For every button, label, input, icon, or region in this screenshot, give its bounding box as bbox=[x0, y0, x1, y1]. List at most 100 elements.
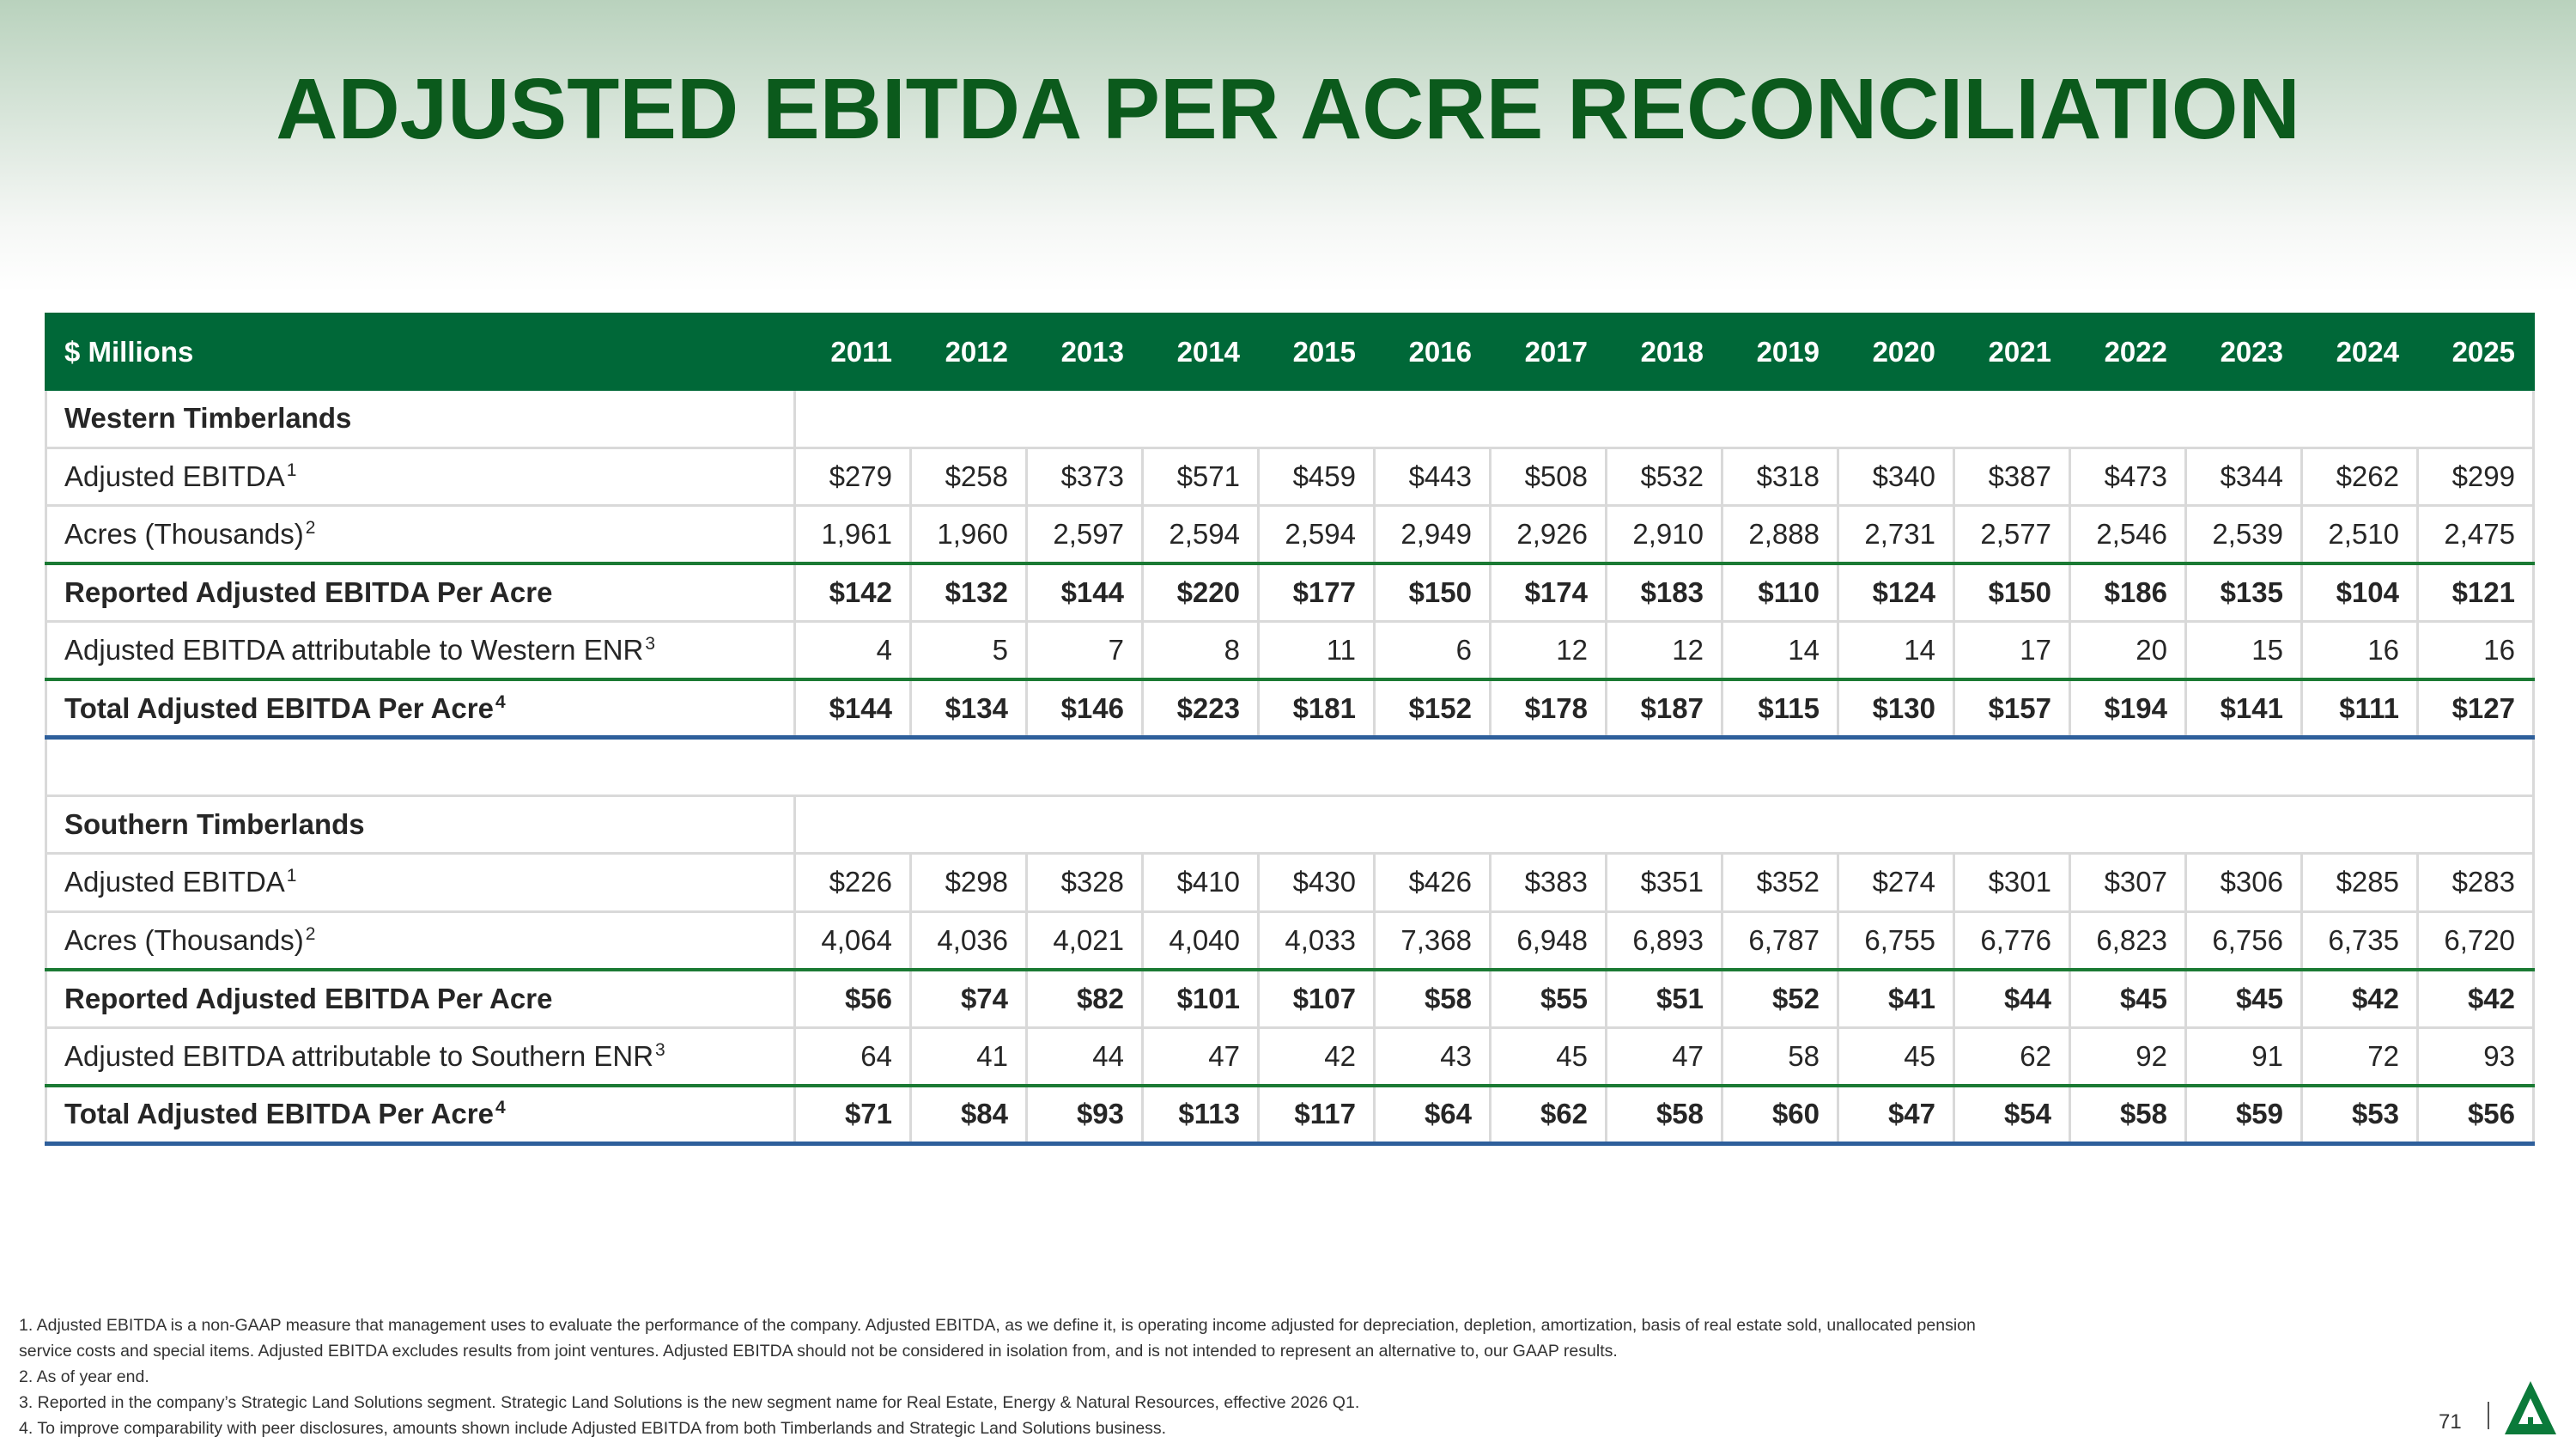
table-cell: $187 bbox=[1605, 678, 1723, 740]
table-cell: 2,888 bbox=[1721, 504, 1839, 565]
table-cell: $53 bbox=[2300, 1083, 2419, 1146]
table-cell: 2,539 bbox=[2184, 504, 2303, 565]
row-label: Adjusted EBITDA attributable to Western … bbox=[64, 634, 644, 666]
table-row: Reported Adjusted EBITDA Per Acre $142 $13… bbox=[45, 562, 2535, 623]
footnote-line: 2. As of year end. bbox=[19, 1367, 149, 1386]
table-cell: $340 bbox=[1837, 446, 1955, 507]
row-label: Adjusted EBITDA attributable to Southern… bbox=[64, 1039, 654, 1072]
year-header: 2020 bbox=[1837, 313, 1955, 391]
year-header: 2014 bbox=[1141, 313, 1260, 391]
table-cell: $157 bbox=[1953, 678, 2071, 740]
table-cell: 6,823 bbox=[2069, 910, 2187, 971]
table-cell: 2,510 bbox=[2300, 504, 2419, 565]
page-number-divider bbox=[2488, 1402, 2489, 1429]
table-cell: $186 bbox=[2069, 562, 2187, 623]
table-cell: 12 bbox=[1489, 620, 1607, 681]
table-cell: $352 bbox=[1721, 852, 1839, 913]
page-number: 71 bbox=[2439, 1410, 2462, 1434]
table-cell: $47 bbox=[1837, 1083, 1955, 1146]
table-cell: 14 bbox=[1837, 620, 1955, 681]
row-label: Reported Adjusted EBITDA Per Acre bbox=[64, 982, 553, 1014]
footnote-marker: 3 bbox=[655, 1039, 665, 1060]
table-cell: $220 bbox=[1141, 562, 1260, 623]
row-label-cell: Total Adjusted EBITDA Per Acre4 bbox=[45, 1083, 796, 1146]
table-cell: 4,064 bbox=[793, 910, 912, 971]
section-row: Southern Timberlands bbox=[45, 794, 2535, 855]
year-header: 2017 bbox=[1489, 313, 1607, 391]
table-cell: $54 bbox=[1953, 1083, 2071, 1146]
table-cell: $344 bbox=[2184, 446, 2303, 507]
row-label: Total Adjusted EBITDA Per Acre bbox=[64, 691, 494, 724]
section-label: Southern Timberlands bbox=[45, 794, 796, 855]
table-cell: 20 bbox=[2069, 620, 2187, 681]
table-cell: 12 bbox=[1605, 620, 1723, 681]
spacer-cell bbox=[45, 736, 2535, 797]
row-label: Adjusted EBITDA bbox=[64, 460, 285, 492]
table-cell: 4,036 bbox=[909, 910, 1028, 971]
table-cell: $42 bbox=[2300, 967, 2419, 1029]
table-cell: 43 bbox=[1373, 1026, 1492, 1087]
spacer-row bbox=[45, 736, 2535, 797]
table-cell: $285 bbox=[2300, 852, 2419, 913]
table-cell: 16 bbox=[2416, 620, 2535, 681]
table-cell: $532 bbox=[1605, 446, 1723, 507]
row-label-cell: Reported Adjusted EBITDA Per Acre bbox=[45, 562, 796, 623]
table-cell: $383 bbox=[1489, 852, 1607, 913]
table-cell: $60 bbox=[1721, 1083, 1839, 1146]
table-cell: $59 bbox=[2184, 1083, 2303, 1146]
footnote-marker: 4 bbox=[495, 691, 506, 712]
table-row: Adjusted EBITDA attributable to Southern… bbox=[45, 1026, 2535, 1087]
table-cell: $56 bbox=[793, 967, 912, 1029]
year-header: 2015 bbox=[1257, 313, 1376, 391]
table-cell: $307 bbox=[2069, 852, 2187, 913]
year-header: 2024 bbox=[2300, 313, 2419, 391]
table-cell: $430 bbox=[1257, 852, 1376, 913]
row-label: Total Adjusted EBITDA Per Acre bbox=[64, 1098, 494, 1129]
table-cell: $508 bbox=[1489, 446, 1607, 507]
table-cell: $71 bbox=[793, 1083, 912, 1146]
table-cell: $93 bbox=[1025, 1083, 1144, 1146]
table-cell: 2,731 bbox=[1837, 504, 1955, 565]
table-cell: $132 bbox=[909, 562, 1028, 623]
table-cell: 6,776 bbox=[1953, 910, 2071, 971]
row-label-cell: Adjusted EBITDA1 bbox=[45, 852, 796, 913]
row-label: Reported Adjusted EBITDA Per Acre bbox=[64, 576, 553, 608]
table-cell: $150 bbox=[1953, 562, 2071, 623]
footnotes: 1. Adjusted EBITDA is a non-GAAP measure… bbox=[19, 1312, 2423, 1441]
row-label-cell: Acres (Thousands)2 bbox=[45, 504, 796, 565]
table-cell: $45 bbox=[2184, 967, 2303, 1029]
table-cell: $177 bbox=[1257, 562, 1376, 623]
row-label-cell: Reported Adjusted EBITDA Per Acre bbox=[45, 967, 796, 1029]
table-cell: 6,787 bbox=[1721, 910, 1839, 971]
table-cell: $174 bbox=[1489, 562, 1607, 623]
table-cell: $142 bbox=[793, 562, 912, 623]
year-header: 2021 bbox=[1953, 313, 2071, 391]
table-cell: $58 bbox=[2069, 1083, 2187, 1146]
table-cell: 6,893 bbox=[1605, 910, 1723, 971]
page-title: ADJUSTED EBITDA PER ACRE RECONCILIATION bbox=[276, 61, 2300, 157]
table-row: Adjusted EBITDA1 $226 $298 $328 $410 $430 $426… bbox=[45, 852, 2535, 913]
table-cell: $328 bbox=[1025, 852, 1144, 913]
table-cell: $194 bbox=[2069, 678, 2187, 740]
table-cell: 6,735 bbox=[2300, 910, 2419, 971]
table-cell: $183 bbox=[1605, 562, 1723, 623]
table-cell: $223 bbox=[1141, 678, 1260, 740]
table-cell: $144 bbox=[793, 678, 912, 740]
table-cell: $135 bbox=[2184, 562, 2303, 623]
table-cell: $107 bbox=[1257, 967, 1376, 1029]
table-cell: 41 bbox=[909, 1026, 1028, 1087]
table-cell: $373 bbox=[1025, 446, 1144, 507]
table-cell: 1,960 bbox=[909, 504, 1028, 565]
table-cell: 7,368 bbox=[1373, 910, 1492, 971]
footnote-line: service costs and special items. Adjuste… bbox=[19, 1342, 1618, 1361]
table-cell: 2,926 bbox=[1489, 504, 1607, 565]
table-cell: 2,594 bbox=[1141, 504, 1260, 565]
table-cell: 4 bbox=[793, 620, 912, 681]
table-cell: $459 bbox=[1257, 446, 1376, 507]
row-label-cell: Total Adjusted EBITDA Per Acre4 bbox=[45, 678, 796, 740]
table-cell: 62 bbox=[1953, 1026, 2071, 1087]
table-row: Total Adjusted EBITDA Per Acre4 $71 $84 $93… bbox=[45, 1083, 2535, 1146]
footnote-marker: 2 bbox=[305, 923, 316, 944]
table-cell: 44 bbox=[1025, 1026, 1144, 1087]
table-cell: $121 bbox=[2416, 562, 2535, 623]
